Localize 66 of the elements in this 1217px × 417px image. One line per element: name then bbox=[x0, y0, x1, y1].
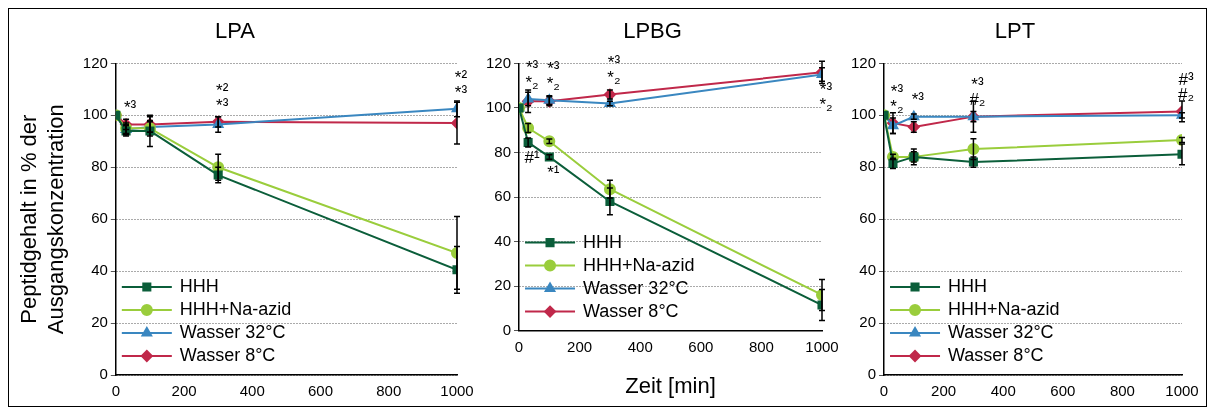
annotation: #₂ bbox=[1177, 85, 1195, 105]
legend-label: Wasser 8°C bbox=[948, 344, 1044, 365]
y-tick-label: 0 bbox=[502, 320, 512, 338]
annotation: *³ bbox=[911, 90, 925, 110]
y-tick-label: 60 bbox=[859, 209, 877, 227]
y-tick-label: 60 bbox=[494, 187, 512, 205]
x-axis-title: Zeit [min] bbox=[625, 372, 716, 398]
y-tick-label: 40 bbox=[91, 261, 108, 279]
legend-label: Wasser 32°C bbox=[948, 321, 1054, 342]
legend-label: HHH bbox=[948, 275, 988, 296]
y-tick-label: 100 bbox=[486, 98, 512, 116]
x-tick-label: 600 bbox=[308, 382, 334, 400]
x-tick-label: 200 bbox=[567, 337, 593, 355]
annotation: #¹ bbox=[524, 148, 541, 168]
y-tick-label: 20 bbox=[494, 276, 512, 294]
y-tick-label: 20 bbox=[859, 313, 877, 331]
legend-label: HHH+Na-azid bbox=[948, 298, 1060, 319]
legend-label: Wasser 32°C bbox=[179, 321, 286, 342]
y-tick-label: 120 bbox=[851, 53, 877, 71]
annotation: *³ bbox=[216, 95, 229, 115]
x-tick-label: 0 bbox=[111, 382, 120, 400]
y-tick-label: 80 bbox=[494, 142, 512, 160]
x-tick-label: 800 bbox=[1109, 382, 1135, 400]
chart-title: LPT bbox=[994, 18, 1036, 44]
y-tick-label: 60 bbox=[91, 209, 108, 227]
x-tick-label: 600 bbox=[1050, 382, 1076, 400]
annotation: *₂ bbox=[607, 68, 621, 88]
x-tick-label: 200 bbox=[931, 382, 957, 400]
y-tick-label: 40 bbox=[859, 261, 877, 279]
y-tick-label: 100 bbox=[82, 105, 108, 123]
y-axis-title: Peptidgehalt in % der Ausgangskonzentration bbox=[16, 104, 68, 335]
chart-title: LPA bbox=[215, 18, 256, 44]
legend-label: Wasser 32°C bbox=[583, 277, 689, 298]
y-tick-label: 40 bbox=[494, 231, 512, 249]
x-tick-label: 600 bbox=[688, 337, 714, 355]
legend-label: Wasser 8°C bbox=[179, 344, 276, 365]
x-tick-label: 800 bbox=[748, 337, 774, 355]
y-tick-label: 120 bbox=[82, 53, 108, 71]
x-tick-label: 1000 bbox=[440, 382, 474, 400]
x-tick-label: 0 bbox=[514, 337, 524, 355]
legend-label: HHH+Na-azid bbox=[179, 298, 292, 319]
x-tick-label: 200 bbox=[171, 382, 197, 400]
x-tick-label: 400 bbox=[990, 382, 1016, 400]
legend-label: HHH bbox=[179, 275, 219, 296]
annotation: *³ bbox=[454, 82, 468, 102]
x-tick-label: 1000 bbox=[805, 337, 839, 355]
y-tick-label: 80 bbox=[91, 157, 108, 175]
legend-label: HHH+Na-azid bbox=[583, 254, 695, 275]
annotation: *³ bbox=[123, 98, 137, 118]
y-tick-label: 80 bbox=[859, 157, 877, 175]
y-tick-label: 120 bbox=[486, 53, 512, 71]
annotation: *₂ bbox=[819, 95, 833, 115]
x-tick-label: 1000 bbox=[1165, 382, 1199, 400]
y-tick-label: 20 bbox=[91, 313, 108, 331]
x-tick-label: 400 bbox=[239, 382, 265, 400]
y-tick-label: 100 bbox=[851, 105, 877, 123]
legend-label: HHH bbox=[583, 231, 623, 252]
x-tick-label: 400 bbox=[627, 337, 653, 355]
x-tick-label: 800 bbox=[376, 382, 402, 400]
legend-label: Wasser 8°C bbox=[583, 300, 679, 321]
x-tick-label: 0 bbox=[879, 382, 889, 400]
annotation: #₂ bbox=[969, 90, 986, 110]
annotation: *¹ bbox=[547, 162, 560, 182]
y-tick-label: 0 bbox=[867, 365, 877, 383]
chart-title: LPBG bbox=[623, 18, 682, 44]
y-tick-label: 0 bbox=[99, 365, 108, 383]
